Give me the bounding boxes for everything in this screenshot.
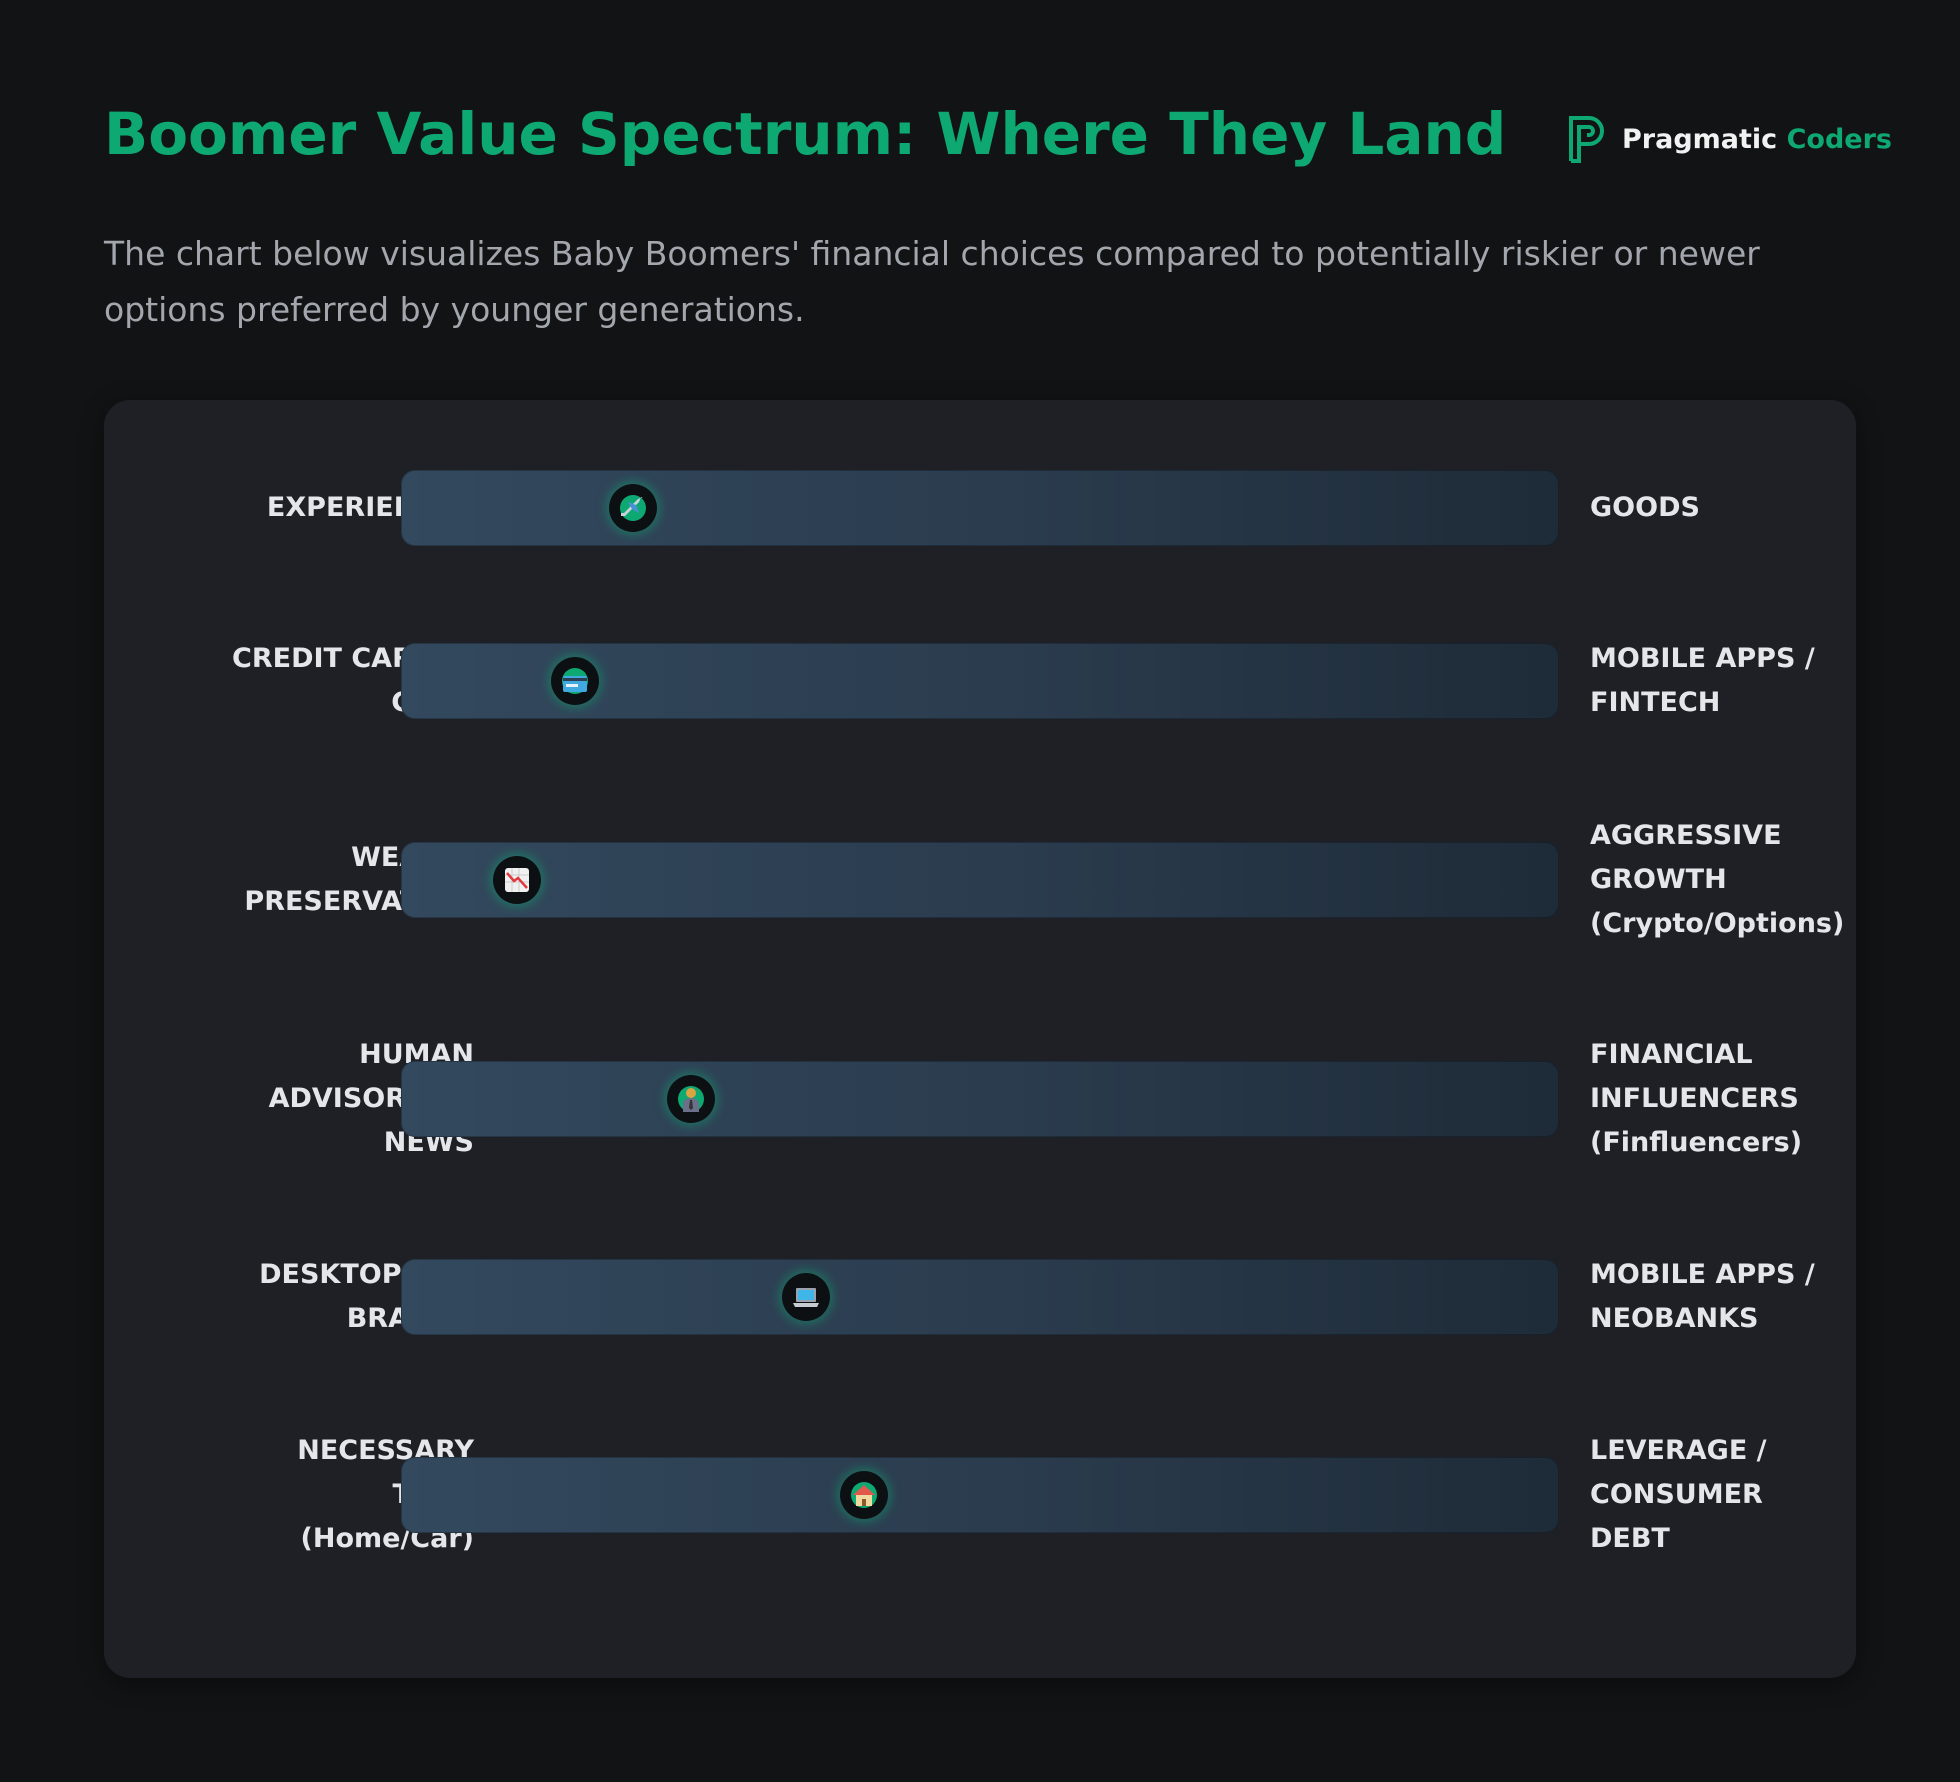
- logo-name-part1: Pragmatic: [1622, 123, 1778, 155]
- spectrum-bar: [401, 470, 1559, 546]
- spectrum-bar: [401, 643, 1559, 719]
- page-subtitle: The chart below visualizes Baby Boomers'…: [104, 234, 1760, 329]
- spectrum-bar: [401, 842, 1559, 918]
- airplane-icon: [619, 495, 646, 521]
- right-label: MOBILE APPS / FINTECH: [1590, 643, 1815, 718]
- right-label: AGGRESSIVE GROWTH (Crypto/Options): [1590, 820, 1845, 939]
- chart-decreasing-icon: [504, 868, 529, 892]
- right-label: FINANCIAL INFLUENCERS (Finfluencers): [1590, 1039, 1803, 1158]
- position-marker: [782, 1273, 831, 1321]
- house-icon: [851, 1482, 878, 1508]
- position-marker: [550, 657, 599, 705]
- right-label: GOODS: [1590, 492, 1700, 523]
- spectrum-bar: [401, 1061, 1559, 1137]
- spectrum-bar: [401, 1457, 1559, 1533]
- logo: Pragmatic Coders: [1568, 115, 1892, 163]
- pragmatic-coders-logo-icon: [1569, 116, 1604, 163]
- right-label: MOBILE APPS / NEOBANKS: [1590, 1259, 1815, 1334]
- page-title: Boomer Value Spectrum: Where They Land: [104, 100, 1507, 168]
- position-marker: [492, 856, 541, 904]
- laptop-icon: [793, 1288, 820, 1307]
- office-worker-icon: [677, 1086, 704, 1112]
- logo-name-part2: Coders: [1786, 123, 1892, 155]
- right-label: LEVERAGE / CONSUMER DEBT: [1590, 1435, 1767, 1554]
- position-marker: [840, 1471, 889, 1519]
- position-marker: [608, 484, 657, 532]
- position-marker: [666, 1075, 715, 1123]
- spectrum-bar: [401, 1259, 1559, 1335]
- credit-card-icon: [561, 668, 588, 694]
